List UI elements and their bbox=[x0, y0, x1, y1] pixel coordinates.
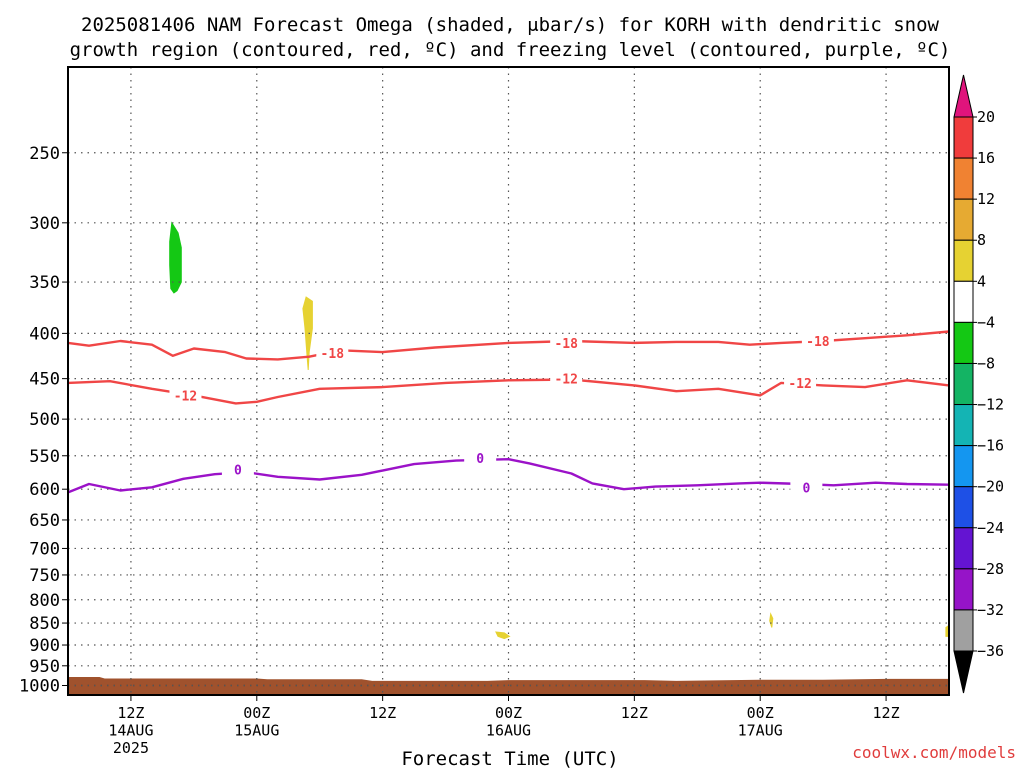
x-tick-label: 12Z bbox=[621, 704, 648, 722]
yellow-positive-omega-1 bbox=[302, 296, 313, 371]
colorbar-label: −12 bbox=[977, 396, 1004, 414]
y-tick-label: 950 bbox=[29, 657, 60, 677]
colorbar-bin bbox=[953, 321, 974, 364]
y-tick-label: 850 bbox=[29, 614, 60, 634]
colorbar-bin bbox=[953, 239, 974, 282]
yellow-positive-omega-3 bbox=[769, 612, 774, 628]
contour-label-bg bbox=[550, 369, 583, 387]
contour-label: 0 bbox=[802, 481, 810, 496]
contour-label-bg bbox=[784, 373, 817, 391]
yellow-positive-omega-2 bbox=[495, 631, 511, 640]
colorbar-bin bbox=[953, 362, 974, 406]
x-tick-label: 14AUG bbox=[108, 722, 153, 740]
colorbar-top-triangle bbox=[953, 74, 974, 118]
x-tick-label: 00Z bbox=[495, 704, 522, 722]
y-tick-label: 400 bbox=[29, 324, 60, 344]
x-tick-label: 12Z bbox=[117, 704, 144, 722]
colorbar-bin bbox=[953, 527, 974, 570]
colorbar-label: 20 bbox=[977, 108, 995, 126]
colorbar-label: −24 bbox=[977, 519, 1004, 537]
colorbar-bin bbox=[953, 609, 974, 652]
contour-label-bg bbox=[464, 448, 497, 466]
contour-label-bg bbox=[790, 478, 823, 496]
y-tick-label: 350 bbox=[29, 273, 60, 293]
colorbar-label: −32 bbox=[977, 601, 1004, 619]
colorbar-label: −16 bbox=[977, 437, 1004, 455]
omega-shading-layer bbox=[169, 221, 950, 640]
contour-label: 0 bbox=[234, 463, 242, 478]
x-tick-label: 16AUG bbox=[486, 722, 531, 740]
contour-label: -18 bbox=[321, 347, 345, 362]
contour-label: -12 bbox=[788, 377, 811, 392]
colorbar-bin bbox=[953, 198, 974, 241]
y-tick-label: 1000 bbox=[19, 677, 60, 697]
colorbar-label: −28 bbox=[977, 560, 1004, 578]
y-tick-label: 250 bbox=[29, 144, 60, 164]
contour-label-bg bbox=[801, 331, 834, 349]
chart-title-line2: growth region (contoured, red, ºC) and f… bbox=[70, 39, 951, 61]
x-tick-label: 2025 bbox=[113, 739, 149, 757]
dgz-contour-minus18 bbox=[67, 330, 950, 361]
colorbar-label: −4 bbox=[977, 313, 995, 331]
y-tick-label: 500 bbox=[29, 410, 60, 430]
contour-label: -18 bbox=[806, 335, 830, 350]
contour-label-bg bbox=[316, 344, 349, 362]
colorbar-bin bbox=[953, 445, 974, 488]
y-tick-label: 600 bbox=[29, 480, 60, 500]
contour-label-bg bbox=[550, 333, 583, 351]
colorbar-bin bbox=[953, 280, 974, 323]
colorbar-bin bbox=[953, 116, 974, 159]
colorbar-label: 12 bbox=[977, 190, 995, 208]
colorbar-bin bbox=[953, 404, 974, 447]
x-tick-label: 12Z bbox=[369, 704, 396, 722]
y-tick-label: 750 bbox=[29, 566, 60, 586]
x-tick-label: 00Z bbox=[243, 704, 270, 722]
contour-layer: -18 -18 -18 -12 -12 -12 0 0 0 bbox=[67, 330, 950, 496]
colorbar-label: −36 bbox=[977, 642, 1004, 660]
y-tick-label: 550 bbox=[29, 447, 60, 467]
watermark: coolwx.com/models bbox=[852, 743, 1016, 762]
x-axis-label: Forecast Time (UTC) bbox=[401, 748, 618, 768]
colorbar-bin bbox=[953, 157, 974, 200]
contour-label: -18 bbox=[554, 337, 578, 352]
chart-title-line1: 2025081406 NAM Forecast Omega (shaded, μ… bbox=[81, 14, 939, 36]
contour-label: -12 bbox=[554, 373, 577, 388]
plot-area: -18 -18 -18 -12 -12 -12 0 0 0 bbox=[62, 66, 950, 701]
colorbar-label: 4 bbox=[977, 272, 986, 290]
y-tick-label: 800 bbox=[29, 591, 60, 611]
colorbar: 20 16 12 8 4 −4 −8 −12 −16 −20 −24 −28 −32 −36 bbox=[953, 74, 1004, 694]
colorbar-label: −20 bbox=[977, 478, 1004, 496]
x-tick-label: 00Z bbox=[747, 704, 774, 722]
y-tick-label: 650 bbox=[29, 511, 60, 531]
plot-frame bbox=[67, 66, 950, 696]
x-tick-label: 17AUG bbox=[738, 722, 783, 740]
green-negative-omega bbox=[169, 221, 182, 294]
colorbar-bottom-triangle bbox=[953, 650, 974, 694]
colorbar-label: 16 bbox=[977, 149, 995, 167]
contour-label-bg bbox=[169, 386, 202, 404]
colorbar-bin bbox=[953, 568, 974, 611]
contour-label-bg bbox=[221, 460, 254, 478]
y-tick-label: 300 bbox=[29, 214, 60, 234]
x-tick-label: 15AUG bbox=[234, 722, 279, 740]
colorbar-label: 8 bbox=[977, 231, 986, 249]
colorbar-label: −8 bbox=[977, 354, 995, 372]
contour-label: -12 bbox=[174, 389, 197, 404]
y-tick-label: 900 bbox=[29, 636, 60, 656]
contour-label: 0 bbox=[476, 452, 484, 467]
y-tick-labels: 2503003504004505005506006507007508008509… bbox=[19, 144, 60, 697]
colorbar-bin bbox=[953, 486, 974, 529]
y-tick-label: 450 bbox=[29, 370, 60, 390]
y-tick-label: 700 bbox=[29, 539, 60, 559]
x-tick-label: 12Z bbox=[873, 704, 900, 722]
